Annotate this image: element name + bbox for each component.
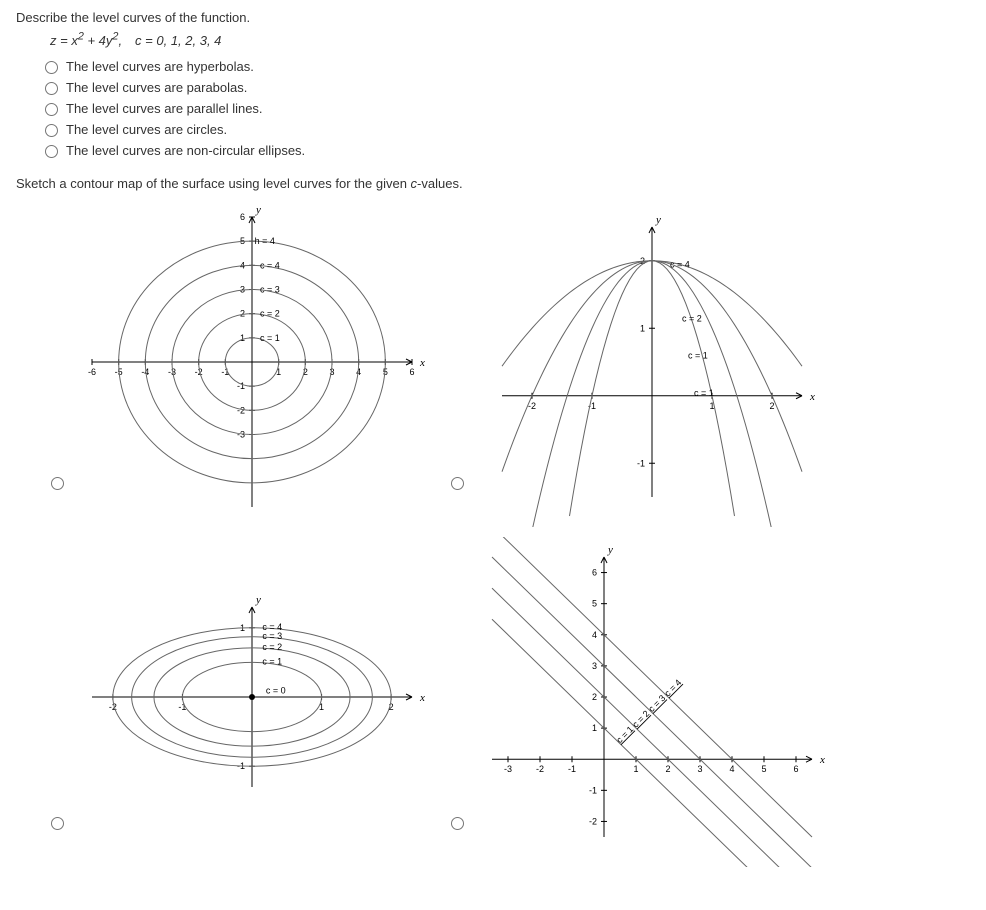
svg-text:y: y <box>655 214 661 226</box>
svg-text:5: 5 <box>761 765 766 775</box>
option-label: The level curves are circles. <box>66 122 227 137</box>
chart-option-lines: -3 -2 -1 1 2 3 4 5 6 -2 -1 1 2 3 4 5 6 x y c = 1c = 2c = 3c… <box>446 537 846 877</box>
svg-text:1: 1 <box>640 324 645 334</box>
chart-option-ellipses: -2-112-11xyc = 4c = 3c = 2c = 1c = 0 <box>46 537 446 877</box>
svg-text:5: 5 <box>592 599 597 609</box>
chart-radio-2[interactable] <box>51 817 64 830</box>
svg-text:c = 1: c = 1 <box>614 724 635 745</box>
svg-text:1: 1 <box>319 702 324 712</box>
option-row: The level curves are parabolas. <box>40 79 970 95</box>
svg-text:y: y <box>255 204 261 216</box>
svg-text:1: 1 <box>240 333 245 343</box>
option-label: The level curves are parabolas. <box>66 80 247 95</box>
svg-text:6: 6 <box>409 367 414 377</box>
svg-text:4: 4 <box>729 765 734 775</box>
svg-text:c = 3: c = 3 <box>646 693 667 714</box>
svg-text:2: 2 <box>592 692 597 702</box>
option-radio-0[interactable] <box>45 61 58 74</box>
svg-text:c = 4: c = 4 <box>260 261 280 271</box>
svg-text:c = 2: c = 2 <box>682 314 702 324</box>
svg-text:-1: -1 <box>589 786 597 796</box>
svg-text:c = 4: c = 4 <box>670 260 690 270</box>
svg-text:-6: -6 <box>88 367 96 377</box>
svg-text:4: 4 <box>592 630 597 640</box>
chart-lines: -3 -2 -1 1 2 3 4 5 6 -2 -1 1 2 3 4 5 6 x y c = 1c = 2c = 3c… <box>472 537 832 867</box>
svg-text:h = 4: h = 4 <box>255 236 275 246</box>
option-row: The level curves are non-circular ellips… <box>40 142 970 158</box>
svg-text:y: y <box>607 544 613 556</box>
question-prompt: Describe the level curves of the functio… <box>16 10 970 25</box>
svg-text:x: x <box>819 755 825 767</box>
svg-text:y: y <box>255 594 261 606</box>
sketch-post: -values. <box>417 176 463 191</box>
svg-text:1: 1 <box>633 765 638 775</box>
option-label: The level curves are non-circular ellips… <box>66 143 305 158</box>
charts-grid: -6-5-4-3-2-1123456-3-2-1123456xyc = 1c =… <box>46 197 970 877</box>
svg-text:3: 3 <box>592 661 597 671</box>
svg-text:6: 6 <box>240 212 245 222</box>
svg-text:c = 3: c = 3 <box>262 631 282 641</box>
option-label: The level curves are parallel lines. <box>66 101 263 116</box>
chart-radio-3[interactable] <box>451 817 464 830</box>
chart-radio-0[interactable] <box>51 477 64 490</box>
option-row: The level curves are hyperbolas. <box>40 58 970 74</box>
svg-text:x: x <box>419 692 425 704</box>
chart-radio-1[interactable] <box>451 477 464 490</box>
chart-parabolas: -2-112-112xyc = 4c = 2c = 1c = 1 <box>472 197 832 527</box>
svg-text:c = 2: c = 2 <box>262 642 282 652</box>
svg-text:-2: -2 <box>536 765 544 775</box>
options-list: The level curves are hyperbolas. The lev… <box>16 58 970 158</box>
chart-option-parabolas: -2-112-112xyc = 4c = 2c = 1c = 1 <box>446 197 846 537</box>
option-radio-1[interactable] <box>45 82 58 95</box>
svg-text:c = 1: c = 1 <box>694 388 714 398</box>
svg-text:3: 3 <box>697 765 702 775</box>
svg-text:-1: -1 <box>637 459 645 469</box>
svg-text:2: 2 <box>665 765 670 775</box>
equation-text: z = x2 + 4y2, c = 0, 1, 2, 3, 4 <box>50 33 221 48</box>
option-radio-2[interactable] <box>45 103 58 116</box>
svg-text:c = 1: c = 1 <box>262 657 282 667</box>
svg-text:6: 6 <box>592 568 597 578</box>
option-radio-3[interactable] <box>45 124 58 137</box>
svg-text:x: x <box>809 391 815 403</box>
svg-text:1: 1 <box>592 723 597 733</box>
sketch-prompt: Sketch a contour map of the surface usin… <box>16 176 970 191</box>
option-label: The level curves are hyperbolas. <box>66 59 254 74</box>
option-row: The level curves are circles. <box>40 121 970 137</box>
svg-text:-2: -2 <box>589 817 597 827</box>
option-row: The level curves are parallel lines. <box>40 100 970 116</box>
svg-text:-1: -1 <box>568 765 576 775</box>
svg-text:c = 4: c = 4 <box>662 678 683 699</box>
chart-ellipses: -2-112-11xyc = 4c = 3c = 2c = 1c = 0 <box>72 537 432 867</box>
svg-text:c = 3: c = 3 <box>260 285 280 295</box>
equation: z = x2 + 4y2, c = 0, 1, 2, 3, 4 <box>50 31 970 48</box>
svg-text:6: 6 <box>793 765 798 775</box>
chart-option-circles: -6-5-4-3-2-1123456-3-2-1123456xyc = 1c =… <box>46 197 446 537</box>
svg-text:x: x <box>419 357 425 369</box>
svg-text:2: 2 <box>769 401 774 411</box>
sketch-pre: Sketch a contour map of the surface usin… <box>16 176 411 191</box>
svg-text:c = 1: c = 1 <box>688 351 708 361</box>
svg-text:c = 2: c = 2 <box>260 309 280 319</box>
chart-circles: -6-5-4-3-2-1123456-3-2-1123456xyc = 1c =… <box>72 197 432 527</box>
svg-text:c = 0: c = 0 <box>266 686 286 696</box>
svg-text:-2: -2 <box>237 406 245 416</box>
option-radio-4[interactable] <box>45 145 58 158</box>
svg-text:-3: -3 <box>504 765 512 775</box>
svg-text:c = 1: c = 1 <box>260 333 280 343</box>
svg-text:c = 2: c = 2 <box>630 709 651 730</box>
